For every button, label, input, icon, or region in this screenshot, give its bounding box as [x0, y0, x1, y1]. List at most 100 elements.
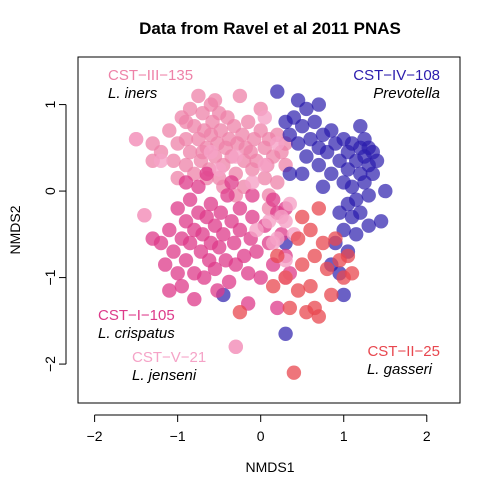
- scatter-point: [257, 110, 272, 125]
- x-axis-label: NMDS1: [245, 459, 294, 475]
- scatter-point: [226, 235, 242, 251]
- scatter-point: [299, 149, 314, 164]
- scatter-point: [270, 248, 285, 264]
- scatter-point: [311, 201, 326, 216]
- cst-iii-species-label: L. iners: [108, 85, 158, 102]
- x-tick-label: 0: [257, 428, 265, 444]
- y-axis-label: NMDS2: [7, 205, 23, 254]
- x-tick-label: −1: [170, 428, 186, 444]
- scatter-point: [249, 244, 264, 259]
- scatter-point: [228, 149, 243, 164]
- cst-i-species-label: L. crispatus: [98, 325, 175, 342]
- scatter-point: [295, 166, 310, 181]
- cst-iv-label: CST−IV−108: [353, 67, 440, 84]
- scatter-point: [170, 201, 185, 216]
- scatter-point: [290, 93, 306, 108]
- scatter-point: [166, 244, 181, 259]
- scatter-point: [257, 170, 272, 186]
- scatter-point: [245, 209, 260, 225]
- scatter-point: [178, 132, 194, 147]
- scatter-point: [361, 218, 376, 233]
- scatter-point: [266, 192, 281, 207]
- scatter-point: [158, 257, 173, 272]
- scatter-point: [182, 101, 198, 117]
- scatter-point: [290, 231, 306, 246]
- scatter-point: [270, 136, 285, 151]
- scatter-point: [166, 153, 181, 168]
- scatter-point: [290, 136, 306, 151]
- scatter-point: [278, 326, 293, 341]
- scatter-point: [270, 175, 285, 190]
- scatter-point: [270, 84, 285, 99]
- scatter-point: [349, 227, 364, 242]
- scatter-point: [228, 339, 243, 354]
- scatter-point: [191, 179, 206, 194]
- scatter-point: [162, 123, 177, 138]
- scatter-point: [328, 231, 343, 246]
- y-tick-label: −1: [42, 269, 58, 285]
- scatter-point: [187, 292, 202, 307]
- x-tick-label: 2: [423, 428, 431, 444]
- scatter-point: [145, 231, 160, 246]
- scatter-point: [245, 175, 260, 190]
- scatter-point: [324, 166, 339, 181]
- scatter-point: [311, 97, 326, 112]
- scatter-point: [365, 166, 380, 181]
- plot-frame: [77, 56, 461, 404]
- scatter-point: [199, 166, 214, 181]
- scatter-point: [336, 287, 351, 303]
- points-layer: [128, 84, 393, 380]
- scatter-point: [232, 305, 248, 320]
- scatter-point: [235, 127, 250, 142]
- scatter-point: [241, 266, 256, 281]
- scatter-point: [203, 196, 219, 212]
- scatter-point: [220, 188, 235, 203]
- scatter-point: [128, 132, 144, 147]
- scatter-point: [311, 157, 326, 173]
- scatter-point: [315, 235, 331, 251]
- scatter-point: [307, 248, 322, 264]
- scatter-point: [278, 270, 293, 285]
- cst-iv-species-label: Prevotella: [373, 85, 440, 102]
- scatter-point: [212, 240, 227, 255]
- cst-i-label: CST−I−105: [98, 307, 175, 324]
- scatter-point: [221, 274, 237, 290]
- scatter-point: [261, 214, 277, 229]
- y-tick-label: 0: [42, 187, 58, 195]
- scatter-point: [369, 153, 385, 168]
- scatter-point: [290, 283, 306, 298]
- cst-ii-species-label: L. gasseri: [367, 361, 433, 378]
- scatter-point: [249, 222, 264, 238]
- scatter-point: [282, 196, 297, 212]
- scatter-point: [232, 222, 248, 238]
- scatter-point: [213, 205, 228, 220]
- scatter-point: [307, 300, 322, 316]
- scatter-point: [162, 222, 177, 238]
- x-axis: −2 −1 0 1 2: [87, 414, 431, 444]
- scatter-point: [361, 188, 376, 203]
- scatter-point: [286, 365, 302, 380]
- x-tick-label: −2: [87, 428, 103, 444]
- scatter-point: [257, 157, 272, 173]
- scatter-point: [295, 257, 310, 272]
- scatter-point: [212, 162, 227, 177]
- scatter-point: [137, 208, 152, 223]
- scatter-point: [182, 235, 198, 251]
- scatter-point: [210, 283, 225, 298]
- scatter-point: [224, 175, 239, 190]
- scatter-point: [295, 209, 310, 225]
- scatter-point: [178, 175, 194, 190]
- scatter-point: [353, 119, 368, 134]
- scatter-point: [353, 205, 368, 220]
- scatter-point: [307, 114, 322, 130]
- scatter-point: [178, 114, 194, 130]
- scatter-point: [324, 287, 339, 303]
- scatter-point: [178, 253, 194, 268]
- scatter-point: [232, 201, 248, 216]
- cst-ii-label: CST−II−25: [367, 343, 440, 360]
- scatter-point: [303, 279, 318, 294]
- chart-title: Data from Ravel et al 2011 PNAS: [139, 19, 401, 38]
- scatter-point: [203, 144, 219, 160]
- scatter-point: [270, 300, 285, 316]
- scatter-point: [266, 279, 281, 294]
